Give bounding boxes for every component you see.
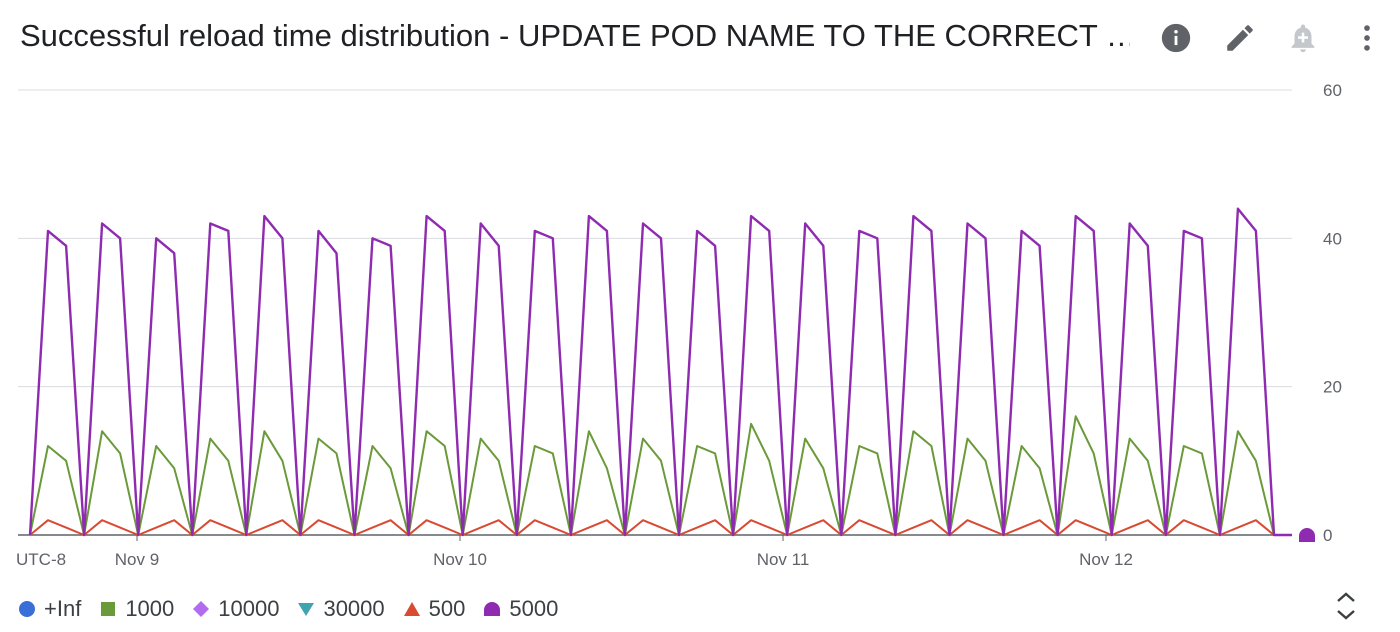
timezone-label: UTC-8: [16, 550, 66, 569]
edit-icon: [1227, 25, 1253, 51]
triangle-marker-icon: [403, 602, 420, 616]
diamond-marker-icon: [193, 601, 210, 617]
legend: +Inf 1000 10000 30000 500 5000: [18, 594, 576, 624]
more-vert-icon: [1364, 25, 1370, 51]
x-tick-label: Nov 11: [757, 550, 810, 569]
y-tick-label: 20: [1323, 378, 1342, 397]
chart-title: Successful reload time distribution - UP…: [20, 18, 1130, 53]
series-line-1000: [29, 415, 1292, 536]
add-alert-button[interactable]: [1285, 20, 1321, 56]
legend-label: +Inf: [44, 596, 82, 621]
x-axis-labels: UTC-8 Nov 9 Nov 10 Nov 11 Nov 12: [16, 535, 1133, 569]
x-tick-label: Nov 10: [433, 550, 487, 569]
y-tick-label: 0: [1323, 526, 1332, 545]
square-marker-icon: [101, 602, 116, 616]
end-point-marker: [1299, 528, 1315, 542]
circle-marker-icon: [19, 601, 35, 617]
chart-plot[interactable]: 0 20 40 60 UTC-8 Nov 9 Nov 10 Nov 11 Nov 12: [0, 70, 1400, 580]
legend-item-inf[interactable]: +Inf: [18, 596, 81, 622]
legend-label: 5000: [509, 596, 559, 621]
y-tick-label: 60: [1323, 81, 1342, 100]
x-tick-label: Nov 12: [1079, 550, 1133, 569]
info-icon: [1161, 23, 1191, 53]
legend-label: 500: [428, 596, 466, 621]
add-alert-icon: [1291, 24, 1315, 53]
grid-lines: [18, 89, 1292, 536]
legend-item-30000[interactable]: 30000: [297, 596, 385, 622]
y-axis-labels: 0 20 40 60: [1323, 81, 1342, 545]
chart-header: Successful reload time distribution - UP…: [0, 0, 1400, 80]
legend-label: 30000: [323, 596, 385, 621]
legend-item-500[interactable]: 500: [403, 596, 466, 622]
legend-label: 10000: [218, 596, 280, 621]
legend-label: 1000: [125, 596, 175, 621]
triangle-down-marker-icon: [298, 603, 315, 616]
expand-collapse-icon: [1337, 592, 1355, 620]
series-lines: [28, 207, 1292, 537]
edit-button[interactable]: [1222, 20, 1258, 56]
semicircle-marker-icon: [484, 602, 501, 616]
legend-item-1000[interactable]: 1000: [99, 596, 174, 622]
legend-expand-toggle[interactable]: [1328, 586, 1364, 626]
x-tick-label: Nov 9: [115, 550, 159, 569]
info-button[interactable]: [1158, 20, 1194, 56]
latest-value-marker: [1299, 528, 1315, 542]
legend-item-5000[interactable]: 5000: [483, 596, 558, 622]
y-tick-label: 40: [1323, 229, 1342, 248]
more-options-button[interactable]: [1349, 20, 1385, 56]
series-line-500: [29, 519, 1292, 536]
legend-item-10000[interactable]: 10000: [192, 596, 279, 622]
series-line-5000: [28, 207, 1292, 537]
